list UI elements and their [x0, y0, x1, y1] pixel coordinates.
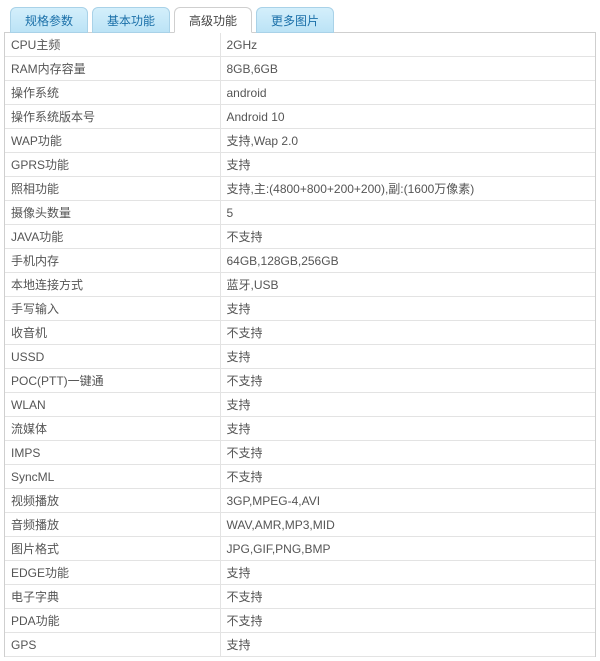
spec-value: 支持,主:(4800+800+200+200),副:(1600万像素)	[220, 177, 595, 201]
spec-key: 摄像头数量	[5, 201, 220, 225]
spec-key: 手写输入	[5, 297, 220, 321]
table-row: CPU主频2GHz	[5, 33, 595, 57]
spec-panel: CPU主频2GHzRAM内存容量8GB,6GB操作系统android操作系统版本…	[4, 32, 596, 657]
spec-value: 8GB,6GB	[220, 57, 595, 81]
table-row: POC(PTT)一键通不支持	[5, 369, 595, 393]
spec-value: 不支持	[220, 369, 595, 393]
tab-3[interactable]: 更多图片	[256, 7, 334, 33]
table-row: PDA功能不支持	[5, 609, 595, 633]
spec-key: 收音机	[5, 321, 220, 345]
spec-value: 64GB,128GB,256GB	[220, 249, 595, 273]
spec-value: Android 10	[220, 105, 595, 129]
spec-value: 不支持	[220, 585, 595, 609]
table-row: SyncML不支持	[5, 465, 595, 489]
table-row: 电子字典不支持	[5, 585, 595, 609]
spec-key: 照相功能	[5, 177, 220, 201]
table-row: IMPS不支持	[5, 441, 595, 465]
table-row: RAM内存容量8GB,6GB	[5, 57, 595, 81]
table-row: USSD支持	[5, 345, 595, 369]
spec-key: WAP功能	[5, 129, 220, 153]
spec-value: 不支持	[220, 321, 595, 345]
spec-value: 不支持	[220, 225, 595, 249]
spec-value: 不支持	[220, 465, 595, 489]
spec-value: 3GP,MPEG-4,AVI	[220, 489, 595, 513]
spec-key: RAM内存容量	[5, 57, 220, 81]
table-row: GPRS功能支持	[5, 153, 595, 177]
spec-key: CPU主频	[5, 33, 220, 57]
spec-key: GPS	[5, 633, 220, 657]
spec-key: USSD	[5, 345, 220, 369]
spec-value: 支持	[220, 345, 595, 369]
spec-value: 支持	[220, 633, 595, 657]
table-row: 操作系统版本号Android 10	[5, 105, 595, 129]
table-row: 照相功能支持,主:(4800+800+200+200),副:(1600万像素)	[5, 177, 595, 201]
spec-key: WLAN	[5, 393, 220, 417]
tab-2[interactable]: 高级功能	[174, 7, 252, 33]
spec-value: 不支持	[220, 441, 595, 465]
spec-key: 流媒体	[5, 417, 220, 441]
table-row: 手写输入支持	[5, 297, 595, 321]
spec-key: 手机内存	[5, 249, 220, 273]
spec-value: 支持	[220, 417, 595, 441]
spec-value: WAV,AMR,MP3,MID	[220, 513, 595, 537]
spec-key: PDA功能	[5, 609, 220, 633]
table-row: 摄像头数量5	[5, 201, 595, 225]
spec-key: 操作系统版本号	[5, 105, 220, 129]
table-row: EDGE功能支持	[5, 561, 595, 585]
spec-value: 蓝牙,USB	[220, 273, 595, 297]
table-row: 图片格式JPG,GIF,PNG,BMP	[5, 537, 595, 561]
spec-value: JPG,GIF,PNG,BMP	[220, 537, 595, 561]
spec-value: 2GHz	[220, 33, 595, 57]
tab-1[interactable]: 基本功能	[92, 7, 170, 33]
spec-key: EDGE功能	[5, 561, 220, 585]
table-row: WAP功能支持,Wap 2.0	[5, 129, 595, 153]
spec-table: CPU主频2GHzRAM内存容量8GB,6GB操作系统android操作系统版本…	[5, 33, 595, 657]
spec-value: 不支持	[220, 609, 595, 633]
spec-key: JAVA功能	[5, 225, 220, 249]
table-row: JAVA功能不支持	[5, 225, 595, 249]
spec-value: 5	[220, 201, 595, 225]
table-row: 操作系统android	[5, 81, 595, 105]
spec-value: 支持	[220, 297, 595, 321]
table-row: 本地连接方式蓝牙,USB	[5, 273, 595, 297]
table-row: 流媒体支持	[5, 417, 595, 441]
spec-key: 电子字典	[5, 585, 220, 609]
table-row: WLAN支持	[5, 393, 595, 417]
spec-key: 图片格式	[5, 537, 220, 561]
spec-value: android	[220, 81, 595, 105]
spec-key: 本地连接方式	[5, 273, 220, 297]
spec-key: 操作系统	[5, 81, 220, 105]
spec-value: 支持	[220, 153, 595, 177]
table-row: 音频播放WAV,AMR,MP3,MID	[5, 513, 595, 537]
spec-key: 视频播放	[5, 489, 220, 513]
spec-value: 支持,Wap 2.0	[220, 129, 595, 153]
tab-bar: 规格参数基本功能高级功能更多图片	[0, 0, 600, 32]
spec-key: IMPS	[5, 441, 220, 465]
tab-0[interactable]: 规格参数	[10, 7, 88, 33]
spec-value: 支持	[220, 561, 595, 585]
table-row: 视频播放3GP,MPEG-4,AVI	[5, 489, 595, 513]
table-row: GPS支持	[5, 633, 595, 657]
spec-key: POC(PTT)一键通	[5, 369, 220, 393]
table-row: 收音机不支持	[5, 321, 595, 345]
spec-key: GPRS功能	[5, 153, 220, 177]
table-row: 手机内存64GB,128GB,256GB	[5, 249, 595, 273]
spec-key: SyncML	[5, 465, 220, 489]
spec-key: 音频播放	[5, 513, 220, 537]
spec-value: 支持	[220, 393, 595, 417]
